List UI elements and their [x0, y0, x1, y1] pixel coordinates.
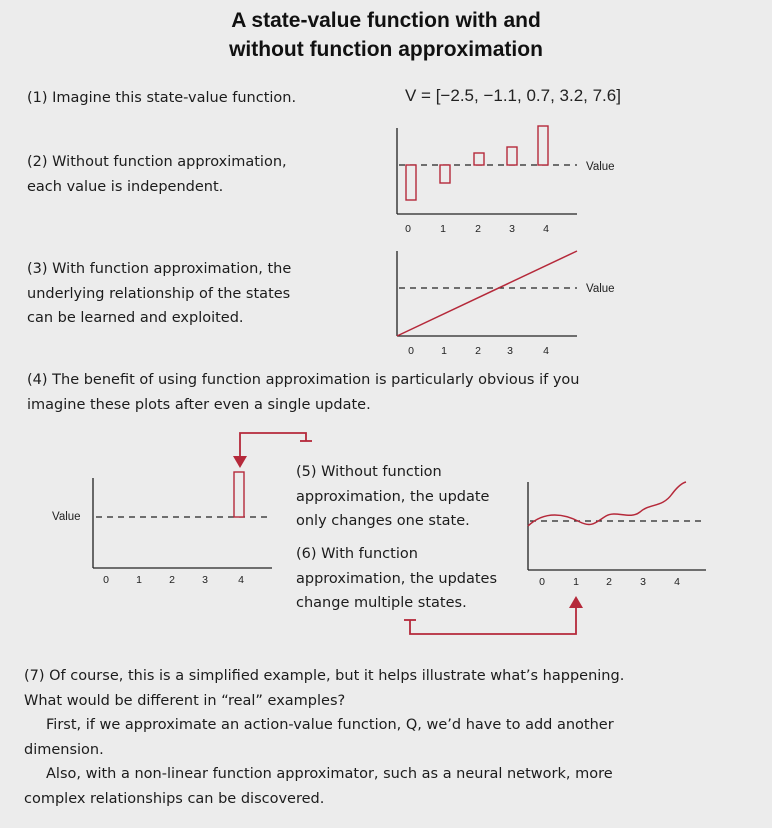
tick-label: 1	[573, 576, 579, 588]
value-label: Value	[586, 283, 615, 295]
arrow-down-icon	[233, 456, 247, 468]
step-3-text: (3) With function approximation, the und…	[27, 257, 291, 331]
step-6-line-2: approximation, the updates	[296, 570, 498, 587]
tick-label: 2	[606, 576, 612, 588]
tick-label: 2	[475, 345, 481, 357]
page-title: A state-value function with and without …	[0, 6, 772, 64]
step-6-text: (6) With function approximation, the upd…	[296, 542, 497, 616]
step-7-line-4: dimension.	[24, 741, 104, 758]
update-arrow-line	[239, 432, 307, 458]
step-3-line-3: can be learned and exploited.	[27, 310, 244, 326]
value-label: Value	[586, 161, 615, 173]
step-4-text: (4) The benefit of using function approx…	[27, 368, 579, 417]
tick-label: 0	[539, 576, 545, 588]
step-7-line-2: What would be different in “real” exampl…	[24, 692, 346, 709]
value-label: Value	[52, 511, 81, 523]
step-7-line-6: complex relationships can be discovered.	[24, 790, 325, 807]
tick-label: 3	[509, 223, 515, 235]
title-line-2: without function approximation	[229, 38, 543, 61]
step-5-line-2: approximation, the update	[296, 488, 490, 505]
step-5-line-3: only changes one state.	[296, 513, 470, 529]
step-2-line-1: (2) Without function approximation,	[27, 154, 287, 170]
step-6-line-3: change multiple states.	[296, 595, 467, 611]
arrow-up-icon	[569, 596, 583, 608]
step-7-text: (7) Of course, this is a simplified exam…	[24, 664, 624, 811]
bar-state-1	[439, 164, 451, 184]
step-1-text: (1) Imagine this state-value function.	[27, 90, 297, 106]
updated-bar-state-4	[233, 471, 245, 518]
tick-label: 3	[507, 345, 513, 357]
step-7-line-1: (7) Of course, this is a simplified exam…	[24, 668, 625, 684]
tick-label: 4	[238, 574, 244, 586]
tick-label: 3	[202, 574, 208, 586]
step-3-line-1: (3) With function approximation, the	[27, 261, 292, 277]
tick-label: 4	[543, 223, 549, 235]
approximation-line	[396, 250, 578, 337]
step-5-line-1: (5) Without function	[296, 464, 442, 480]
step-5-text: (5) Without function approximation, the …	[296, 460, 489, 534]
tick-label: 1	[441, 345, 447, 357]
bar-state-3	[506, 146, 518, 166]
tick-label: 3	[640, 576, 646, 588]
bar-state-4	[537, 125, 549, 166]
tick-label: 2	[169, 574, 175, 586]
bar-state-2	[473, 152, 485, 166]
step-6-line-1: (6) With function	[296, 546, 418, 562]
tick-label: 0	[405, 223, 411, 235]
tick-label: 4	[674, 576, 680, 588]
step-3-line-2: underlying relationship of the states	[27, 285, 291, 302]
step-7-line-3: First, if we approximate an action-value…	[46, 717, 614, 733]
tick-label: 2	[475, 223, 481, 235]
title-line-1: A state-value function with and	[231, 9, 541, 32]
approximation-curve	[527, 481, 687, 527]
bar-state-0	[405, 164, 417, 201]
step-2-text: (2) Without function approximation, each…	[27, 150, 287, 199]
update-arrow-line	[409, 608, 577, 635]
step-7-line-5: Also, with a non-linear function approxi…	[46, 766, 613, 782]
tick-label: 4	[543, 345, 549, 357]
tick-label: 0	[103, 574, 109, 586]
tick-label: 0	[408, 345, 414, 357]
step-2-line-2: each value is independent.	[27, 178, 224, 195]
value-vector-formula: V = [−2.5, −1.1, 0.7, 3.2, 7.6]	[405, 86, 621, 105]
tick-label: 1	[440, 223, 446, 235]
step-4-line-1: (4) The benefit of using function approx…	[27, 372, 580, 388]
step-4-line-2: imagine these plots after even a single …	[27, 396, 371, 413]
tick-label: 1	[136, 574, 142, 586]
